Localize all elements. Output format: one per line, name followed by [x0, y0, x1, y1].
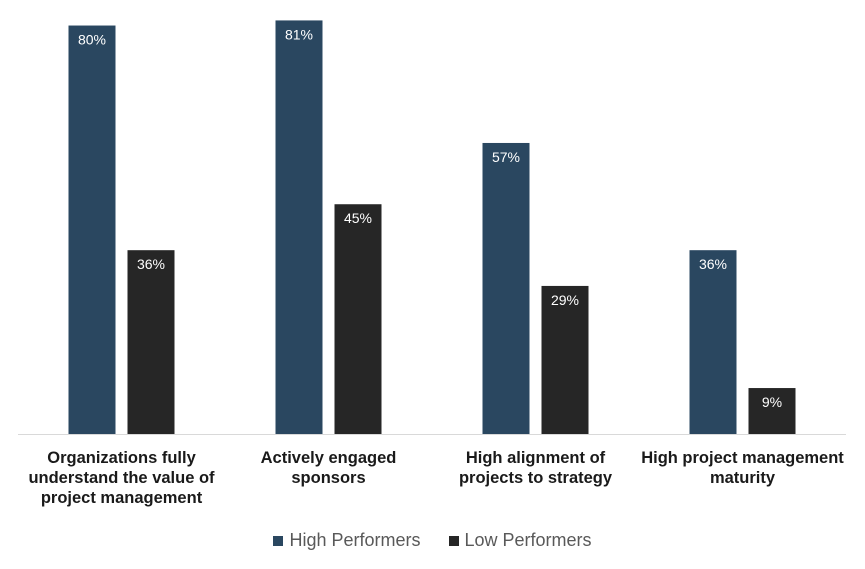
bar-low	[748, 388, 796, 434]
bar-high	[68, 25, 116, 434]
data-label: 36%	[699, 256, 727, 272]
legend-swatch	[273, 535, 284, 546]
data-label: 45%	[344, 210, 372, 226]
bar-high	[275, 20, 323, 435]
bar-high	[482, 142, 530, 434]
data-label: 81%	[285, 26, 313, 42]
data-label: 57%	[492, 149, 520, 165]
category-label: High alignment of projects to strategy	[458, 449, 613, 487]
legend-label: Low Performers	[464, 530, 592, 550]
category-label: High project management maturity	[641, 449, 844, 487]
data-label: 80%	[78, 32, 106, 48]
bar-low	[334, 204, 382, 434]
legend-item-low: Low Performers	[448, 530, 592, 551]
data-label: 29%	[551, 292, 579, 308]
legend-swatch	[448, 535, 459, 546]
legend-label: High Performers	[289, 530, 421, 550]
bar-low	[127, 250, 175, 434]
bar-high	[689, 250, 737, 434]
legend: High Performers Low Performers	[0, 530, 865, 551]
legend-item-high: High Performers	[273, 530, 421, 551]
data-label: 9%	[762, 394, 782, 410]
category-label: Organizations fully understand the value…	[28, 449, 215, 507]
category-label: Actively engaged sponsors	[260, 449, 397, 487]
data-label: 36%	[137, 256, 165, 272]
bar-low	[541, 285, 589, 434]
bar-chart: 80% 36% 81% 45% 57% 29% 36% 9%	[18, 20, 846, 435]
